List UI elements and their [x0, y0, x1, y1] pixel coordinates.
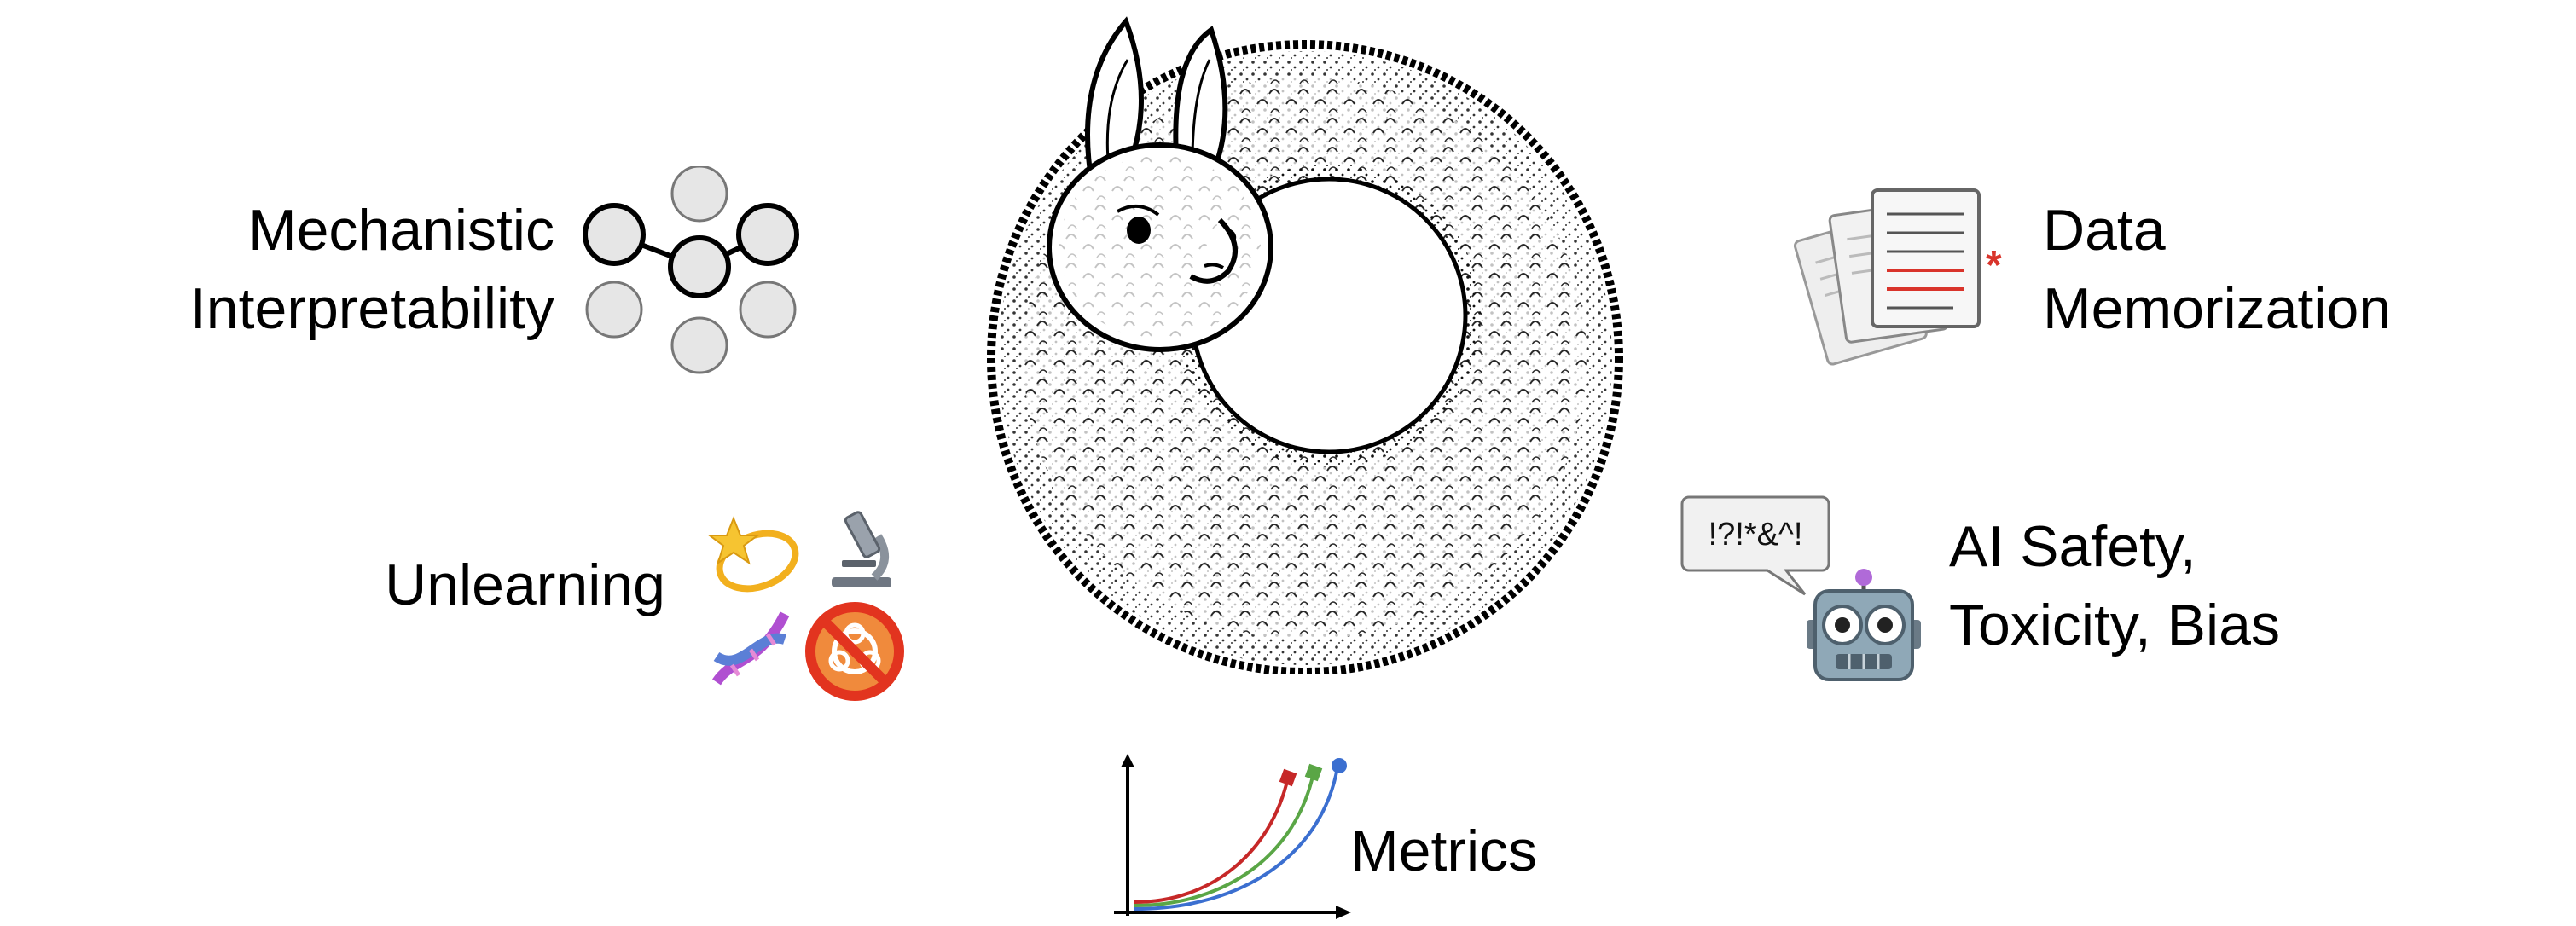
memorization-label-line2: Memorization — [2043, 276, 2392, 341]
neural-network-icon — [580, 166, 819, 379]
dna-icon — [708, 605, 793, 691]
microscope-icon — [823, 507, 904, 593]
documents-icon: * — [1791, 183, 2013, 367]
safety-label-line1: AI Safety, — [1949, 514, 2196, 579]
interpretability-label: Mechanistic Interpretability — [190, 191, 554, 348]
svg-text:*: * — [1986, 243, 2002, 288]
growth-curves-icon — [1109, 750, 1356, 921]
llama-ring-icon — [964, 0, 1646, 674]
interpretability-label-line2: Interpretability — [189, 276, 554, 341]
safety-label-line2: Toxicity, Bias — [1949, 593, 2280, 657]
dizzy-star-icon — [708, 512, 802, 597]
memorization-label: Data Memorization — [2043, 191, 2391, 348]
metrics-label: Metrics — [1350, 819, 1538, 883]
safety-label: AI Safety, Toxicity, Bias — [1949, 507, 2280, 664]
no-biohazard-icon — [804, 601, 905, 702]
robot-icon — [1800, 567, 1928, 686]
memorization-label-line1: Data — [2043, 198, 2166, 263]
speech-bubble-icon: !?!*&^! — [1680, 490, 1834, 601]
speech-bubble-text: !?!*&^! — [1709, 517, 1803, 553]
unlearning-label: Unlearning — [385, 553, 665, 617]
interpretability-label-line1: Mechanistic — [247, 198, 554, 263]
